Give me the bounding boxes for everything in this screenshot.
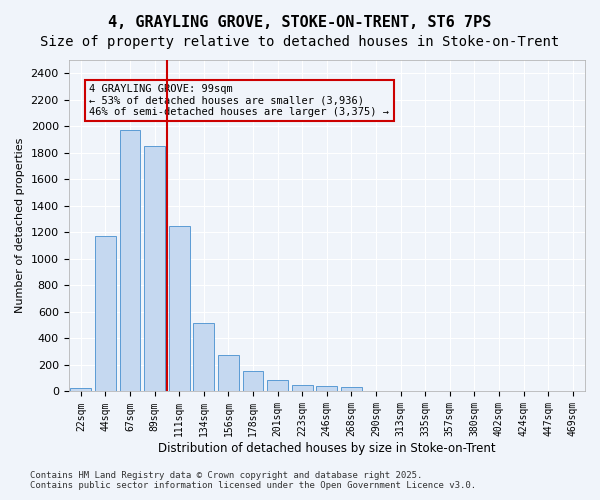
- Bar: [267, 380, 288, 392]
- Text: 4 GRAYLING GROVE: 99sqm
← 53% of detached houses are smaller (3,936)
46% of semi: 4 GRAYLING GROVE: 99sqm ← 53% of detache…: [89, 84, 389, 117]
- Bar: [341, 388, 362, 392]
- Bar: [365, 391, 386, 392]
- Bar: [144, 146, 165, 392]
- Text: Size of property relative to detached houses in Stoke-on-Trent: Size of property relative to detached ho…: [40, 35, 560, 49]
- Y-axis label: Number of detached properties: Number of detached properties: [15, 138, 25, 314]
- Bar: [292, 385, 313, 392]
- Bar: [119, 130, 140, 392]
- Bar: [193, 322, 214, 392]
- Bar: [316, 386, 337, 392]
- Bar: [169, 226, 190, 392]
- Text: 4, GRAYLING GROVE, STOKE-ON-TRENT, ST6 7PS: 4, GRAYLING GROVE, STOKE-ON-TRENT, ST6 7…: [109, 15, 491, 30]
- Text: Contains HM Land Registry data © Crown copyright and database right 2025.
Contai: Contains HM Land Registry data © Crown c…: [30, 470, 476, 490]
- X-axis label: Distribution of detached houses by size in Stoke-on-Trent: Distribution of detached houses by size …: [158, 442, 496, 455]
- Bar: [218, 355, 239, 392]
- Bar: [242, 371, 263, 392]
- Bar: [95, 236, 116, 392]
- Bar: [70, 388, 91, 392]
